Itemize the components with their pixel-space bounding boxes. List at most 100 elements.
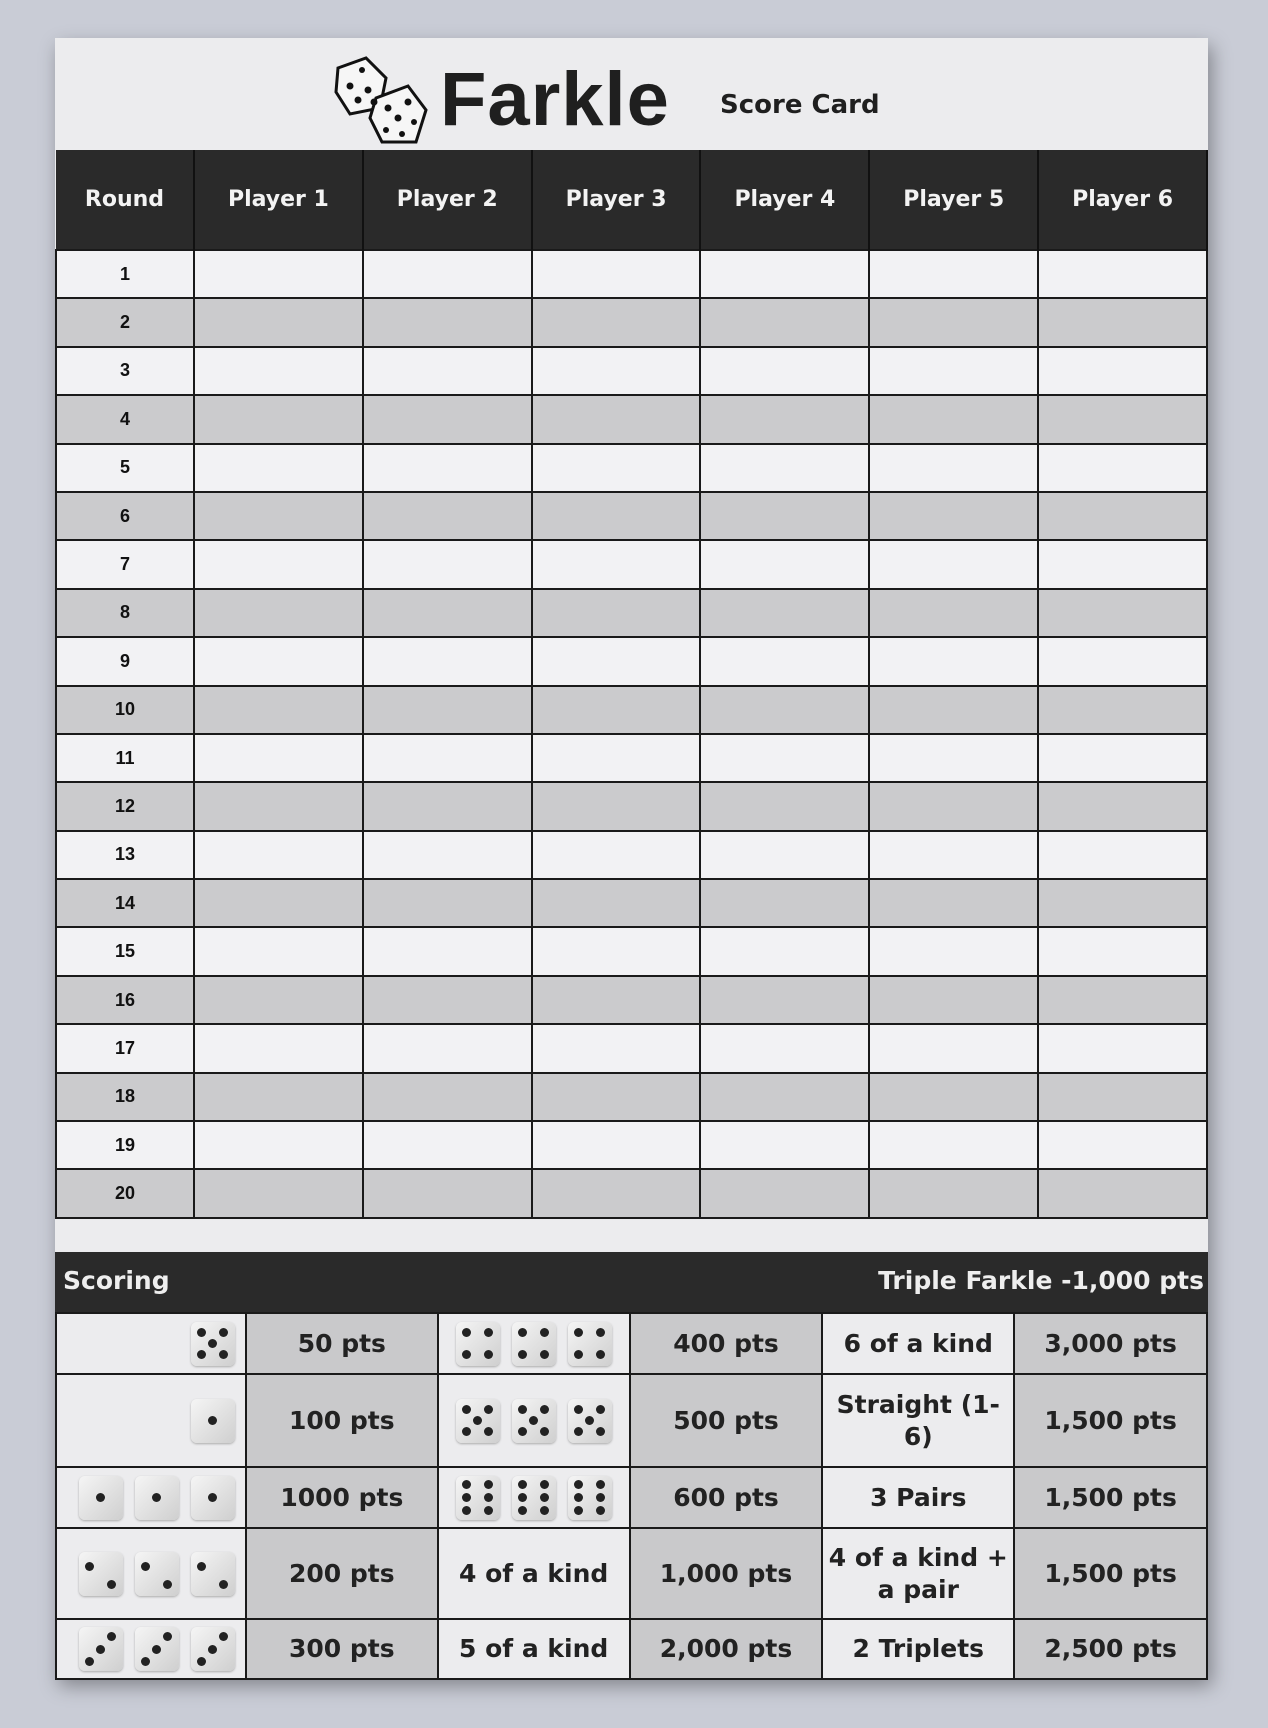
- score-cell[interactable]: [361, 878, 533, 929]
- score-cell[interactable]: [1037, 974, 1208, 1026]
- score-cell[interactable]: [530, 878, 702, 929]
- score-cell[interactable]: [1037, 297, 1208, 348]
- score-cell[interactable]: [699, 587, 871, 639]
- score-cell[interactable]: [699, 926, 871, 977]
- score-cell[interactable]: [361, 297, 533, 348]
- score-cell[interactable]: [530, 829, 702, 881]
- score-cell[interactable]: [361, 394, 533, 445]
- score-cell[interactable]: [699, 636, 871, 687]
- score-cell[interactable]: [868, 829, 1040, 881]
- score-cell[interactable]: [361, 926, 533, 977]
- score-cell[interactable]: [1037, 587, 1208, 639]
- score-cell[interactable]: [1037, 878, 1208, 929]
- score-cell[interactable]: [530, 587, 702, 639]
- score-cell[interactable]: [361, 248, 533, 300]
- score-cell[interactable]: [699, 297, 871, 348]
- score-cell[interactable]: [868, 636, 1040, 687]
- score-cell[interactable]: [361, 539, 533, 590]
- score-cell[interactable]: [530, 781, 702, 832]
- score-cell[interactable]: [361, 1168, 533, 1219]
- score-cell[interactable]: [699, 1168, 871, 1219]
- score-cell[interactable]: [1037, 539, 1208, 590]
- score-cell[interactable]: [530, 1071, 702, 1123]
- score-cell[interactable]: [868, 490, 1040, 542]
- score-cell[interactable]: [193, 442, 364, 493]
- score-cell[interactable]: [530, 297, 702, 348]
- score-cell[interactable]: [868, 974, 1040, 1026]
- score-cell[interactable]: [699, 1071, 871, 1123]
- score-cell[interactable]: [193, 394, 364, 445]
- score-cell[interactable]: [1037, 636, 1208, 687]
- score-cell[interactable]: [699, 345, 871, 397]
- score-cell[interactable]: [868, 587, 1040, 639]
- score-cell[interactable]: [530, 684, 702, 735]
- score-cell[interactable]: [361, 974, 533, 1026]
- score-cell[interactable]: [193, 490, 364, 542]
- score-cell[interactable]: [530, 926, 702, 977]
- score-cell[interactable]: [699, 878, 871, 929]
- score-cell[interactable]: [193, 781, 364, 832]
- score-cell[interactable]: [1037, 829, 1208, 881]
- score-cell[interactable]: [868, 539, 1040, 590]
- score-cell[interactable]: [868, 248, 1040, 300]
- score-cell[interactable]: [193, 829, 364, 881]
- score-cell[interactable]: [361, 732, 533, 784]
- score-cell[interactable]: [868, 1120, 1040, 1171]
- score-cell[interactable]: [530, 442, 702, 493]
- score-cell[interactable]: [193, 926, 364, 977]
- score-cell[interactable]: [361, 345, 533, 397]
- score-cell[interactable]: [699, 732, 871, 784]
- score-cell[interactable]: [868, 1071, 1040, 1123]
- score-cell[interactable]: [530, 974, 702, 1026]
- score-cell[interactable]: [699, 442, 871, 493]
- score-cell[interactable]: [1037, 732, 1208, 784]
- score-cell[interactable]: [361, 829, 533, 881]
- score-cell[interactable]: [530, 636, 702, 687]
- score-cell[interactable]: [868, 442, 1040, 493]
- score-cell[interactable]: [699, 684, 871, 735]
- score-cell[interactable]: [361, 1071, 533, 1123]
- score-cell[interactable]: [1037, 1168, 1208, 1219]
- score-cell[interactable]: [1037, 345, 1208, 397]
- score-cell[interactable]: [868, 345, 1040, 397]
- score-cell[interactable]: [868, 297, 1040, 348]
- score-cell[interactable]: [699, 248, 871, 300]
- score-cell[interactable]: [193, 636, 364, 687]
- score-cell[interactable]: [193, 1168, 364, 1219]
- score-cell[interactable]: [193, 345, 364, 397]
- score-cell[interactable]: [1037, 1023, 1208, 1074]
- score-cell[interactable]: [1037, 1120, 1208, 1171]
- score-cell[interactable]: [193, 1023, 364, 1074]
- score-cell[interactable]: [1037, 1071, 1208, 1123]
- score-cell[interactable]: [530, 345, 702, 397]
- score-cell[interactable]: [361, 636, 533, 687]
- score-cell[interactable]: [699, 974, 871, 1026]
- score-cell[interactable]: [1037, 684, 1208, 735]
- score-cell[interactable]: [193, 1120, 364, 1171]
- score-cell[interactable]: [868, 926, 1040, 977]
- score-cell[interactable]: [699, 781, 871, 832]
- score-cell[interactable]: [868, 1023, 1040, 1074]
- score-cell[interactable]: [193, 297, 364, 348]
- score-cell[interactable]: [868, 878, 1040, 929]
- score-cell[interactable]: [361, 781, 533, 832]
- score-cell[interactable]: [530, 732, 702, 784]
- score-cell[interactable]: [1037, 248, 1208, 300]
- score-cell[interactable]: [868, 1168, 1040, 1219]
- score-cell[interactable]: [530, 539, 702, 590]
- score-cell[interactable]: [193, 248, 364, 300]
- score-cell[interactable]: [530, 1023, 702, 1074]
- score-cell[interactable]: [530, 1120, 702, 1171]
- score-cell[interactable]: [699, 490, 871, 542]
- score-cell[interactable]: [193, 684, 364, 735]
- score-cell[interactable]: [1037, 926, 1208, 977]
- score-cell[interactable]: [868, 781, 1040, 832]
- score-cell[interactable]: [868, 684, 1040, 735]
- score-cell[interactable]: [361, 587, 533, 639]
- score-cell[interactable]: [530, 394, 702, 445]
- score-cell[interactable]: [193, 1071, 364, 1123]
- score-cell[interactable]: [868, 732, 1040, 784]
- score-cell[interactable]: [699, 1120, 871, 1171]
- score-cell[interactable]: [193, 587, 364, 639]
- score-cell[interactable]: [193, 878, 364, 929]
